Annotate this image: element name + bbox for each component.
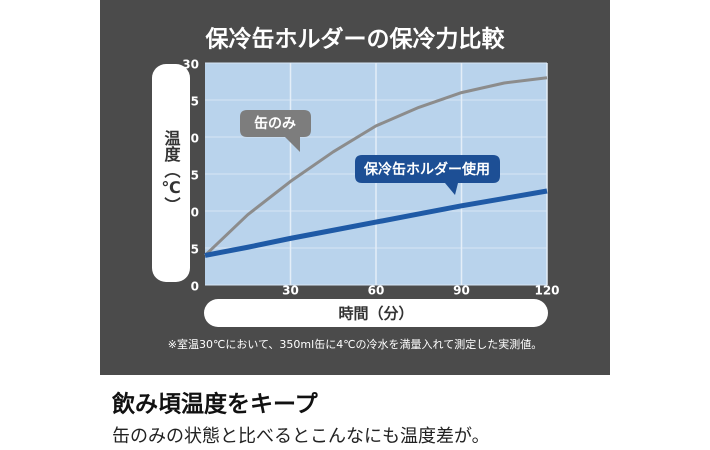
callout-label: 保冷缶ホルダー使用 [363, 161, 490, 178]
footer-text: 缶のみの状態と比べるとこんなにも温度差が。 [112, 426, 490, 447]
x-tick-label: 30 [282, 284, 299, 298]
footer-heading: 飲み頃温度をキープ [111, 391, 319, 418]
callout-bubble [355, 155, 500, 195]
series-line [203, 76, 548, 257]
y-tick-label: 25 [182, 95, 199, 109]
x-axis-label: 時間（分） [338, 305, 413, 323]
chart-title: 保冷缶ホルダーの保冷力比較 [205, 26, 506, 53]
y-label-box [152, 64, 190, 282]
y-tick-label: 5 [191, 243, 199, 257]
x-tick-label: 60 [368, 284, 385, 298]
x-label-box [204, 299, 548, 327]
y-tick-label: 10 [182, 206, 199, 220]
note: ※室温30℃において、350ml缶に4℃の冷水を満量入れて測定した実測値。 [168, 337, 542, 351]
callout-label: 缶のみ [254, 115, 296, 132]
y-tick-label: 15 [182, 169, 199, 183]
y-axis-label: 温度（℃） [161, 130, 181, 213]
x-tick-label: 90 [453, 284, 470, 298]
y-tick-label: 20 [182, 132, 199, 146]
y-tick-label: 30 [182, 58, 199, 72]
callout-bubble [240, 110, 311, 152]
x-tick-label: 120 [534, 284, 559, 298]
y-tick-label: 0 [191, 280, 199, 294]
series-line [204, 188, 548, 258]
